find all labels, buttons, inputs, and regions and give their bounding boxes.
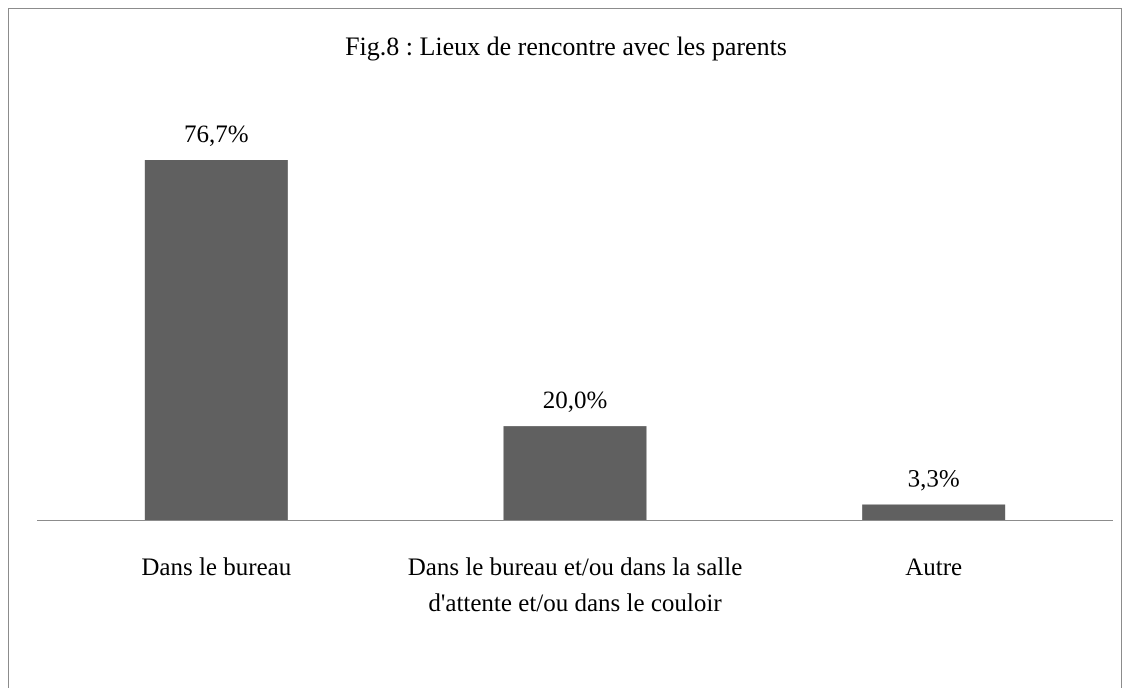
x-tick-label: Dans le bureau et/ou dans la salle d'att… [407,554,743,617]
data-label: 76,7% [184,121,249,148]
bar [144,160,288,520]
bar [503,426,647,520]
data-label: 3,3% [908,466,960,493]
chart-title: Fig.8 : Lieux de rencontre avec les pare… [345,32,787,61]
x-tick-label: Autre [905,554,963,581]
data-label: 20,0% [543,387,608,414]
x-tick-label: Dans le bureau [141,554,292,581]
bar [862,504,1006,520]
chart-frame [8,8,1122,688]
